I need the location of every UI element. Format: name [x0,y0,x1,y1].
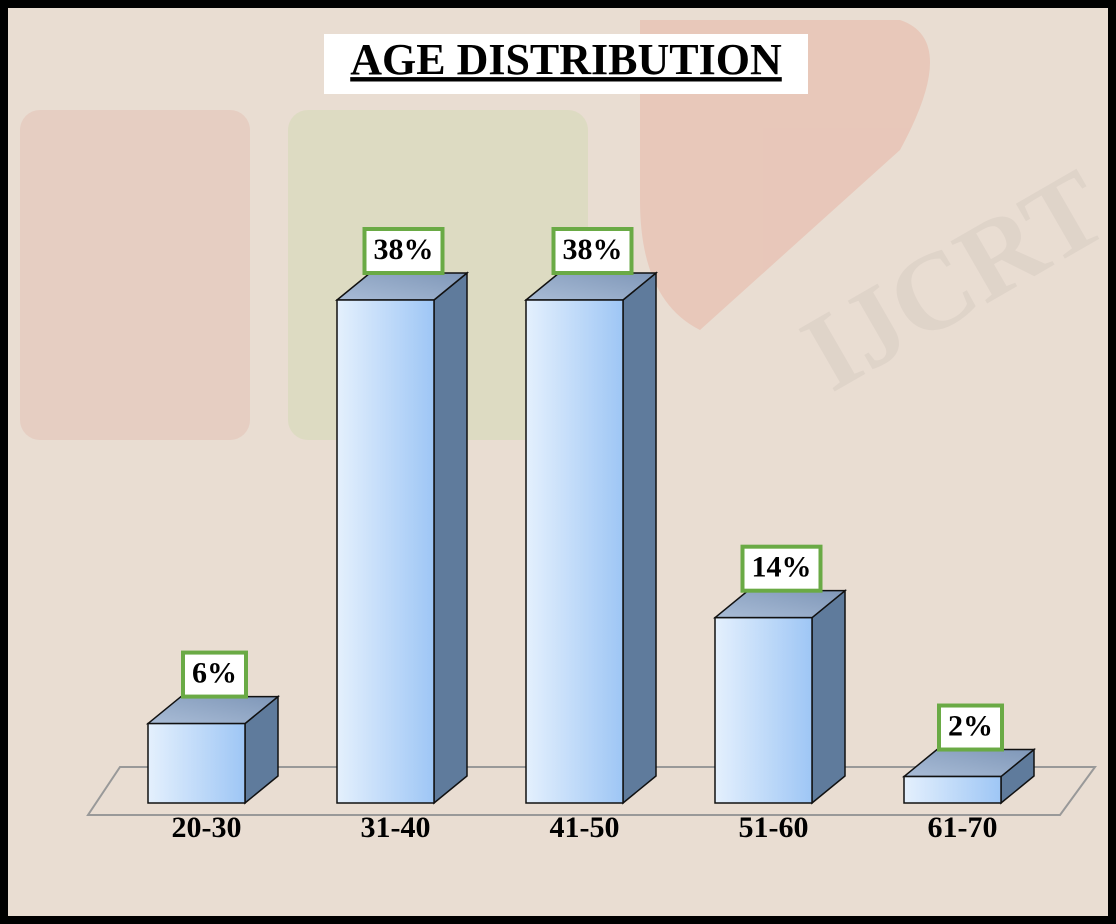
x-tick-label: 51-60 [739,811,809,844]
x-tick-label: 61-70 [928,811,998,844]
value-label-box [362,227,445,275]
x-tick-label: 41-50 [550,811,620,844]
floor [86,766,1097,816]
value-label-box [740,544,823,593]
bar-side [433,271,468,805]
bar [714,616,813,804]
bar [147,722,246,804]
value-label: 14% [752,551,812,584]
x-tick-label: 31-40 [361,811,431,844]
x-tick-label: 20-30 [172,811,242,844]
value-label-box [181,650,248,699]
value-label-box [937,703,1004,752]
value-label: 6% [192,656,237,689]
value-label: 38% [374,233,434,266]
bar [525,299,624,804]
value-label-box [551,227,634,275]
bar-side [622,271,657,805]
value-label: 38% [563,233,623,266]
bar-side [811,589,846,805]
title-box [324,34,808,94]
bar [336,299,435,804]
bar [903,775,1002,804]
value-label: 2% [948,709,993,742]
chart-title: AGE DISTRIBUTION [350,35,782,84]
